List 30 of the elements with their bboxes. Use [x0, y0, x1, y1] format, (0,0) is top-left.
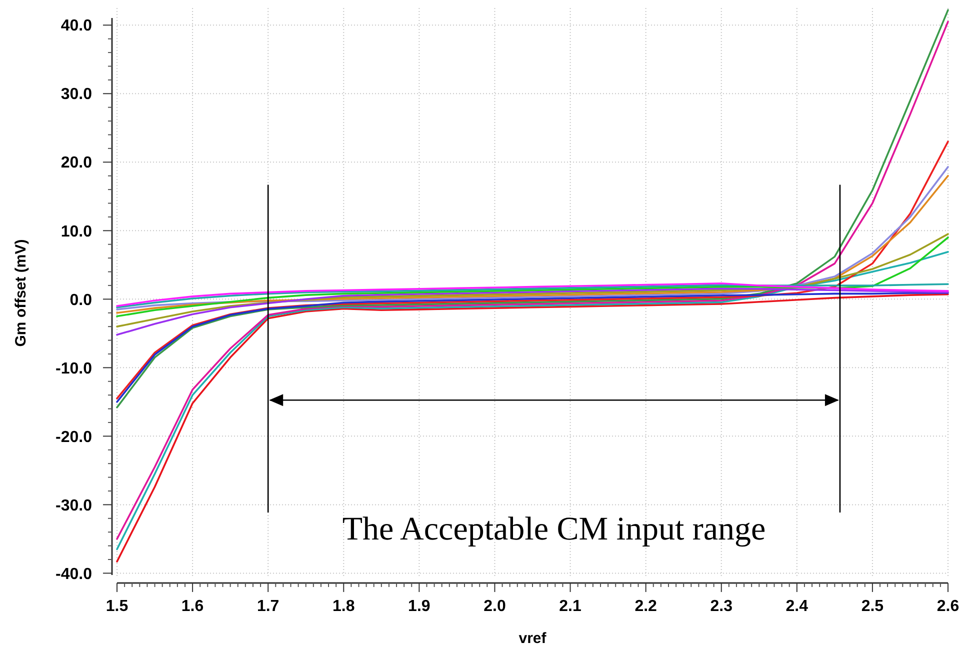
x-tick-label: 1.8	[332, 598, 355, 615]
line-series	[116, 288, 949, 336]
x-axis-title: vref	[518, 630, 548, 647]
x-tick-label: 1.6	[181, 598, 204, 615]
y-tick-label: 10.0	[60, 223, 92, 240]
x-tick-label: 2.6	[936, 598, 960, 615]
line-series	[116, 140, 949, 400]
y-axis-title: Gm offset (mV)	[12, 239, 30, 347]
line-series	[116, 250, 949, 550]
y-tick-label: 20.0	[60, 154, 92, 172]
y-tick-label: 0.0	[70, 292, 92, 309]
x-tick-label: 1.9	[408, 598, 430, 615]
line-series	[116, 293, 949, 562]
y-tick-label: 30.0	[60, 86, 92, 104]
line-series	[116, 292, 949, 403]
x-tick-label: 2.3	[710, 598, 733, 615]
x-tick-label: 1.7	[256, 598, 280, 615]
x-tick-label: 2.2	[634, 598, 658, 615]
line-series	[116, 9, 949, 408]
x-tick-label: 2.0	[484, 598, 506, 615]
y-tick-label: 40.0	[60, 18, 92, 35]
y-tick-label: -10.0	[56, 360, 92, 378]
x-tick-label: 2.5	[861, 598, 884, 615]
x-tick-label: 1.5	[106, 598, 128, 615]
y-tick-label: -40.0	[56, 566, 92, 583]
x-tick-label: 2.1	[559, 598, 582, 615]
x-tick-label: 2.4	[786, 598, 808, 615]
annotation: The Acceptable CM input range	[342, 511, 766, 548]
y-tick-label: -30.0	[56, 497, 92, 514]
y-tick-label: -20.0	[56, 428, 92, 446]
